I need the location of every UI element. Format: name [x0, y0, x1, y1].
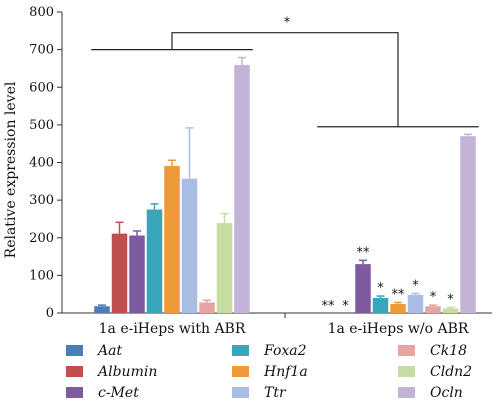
y-tick-label: 800: [29, 5, 54, 20]
bar-hnf1a: [390, 303, 406, 313]
legend-label-aat: Aat: [96, 343, 122, 359]
annotations-layer: ** **** **** **: [91, 16, 479, 314]
bar-c-met: [129, 235, 145, 313]
bar-foxa2: [146, 209, 163, 313]
bar-ttr: [407, 294, 424, 313]
x-category-label: 1a e-iHeps with ABR: [99, 321, 246, 337]
legend-label-ocln: Ocln: [430, 385, 463, 401]
significance-mark: *: [430, 290, 437, 305]
y-tick-label: 0: [46, 306, 54, 321]
legend-swatch-albumin: [66, 366, 83, 377]
significance-mark: **: [357, 245, 371, 260]
bar-ttr: [181, 178, 198, 313]
y-tick-label: 700: [29, 43, 54, 58]
legend-label-foxa2: Foxa2: [263, 343, 307, 359]
legend-swatch-foxa2: [232, 345, 249, 356]
bar-aat: [94, 306, 110, 313]
legend-swatch-hnf1a: [232, 366, 249, 377]
bar-ck18: [425, 306, 441, 313]
y-tick-label: 500: [29, 118, 54, 133]
bar-albumin: [111, 233, 128, 313]
y-tick-label: 400: [29, 156, 54, 171]
legend-swatch-aat: [66, 345, 83, 356]
significance-mark: *: [447, 292, 454, 307]
legend-swatch-cldn2: [398, 366, 415, 377]
bar-foxa2: [372, 297, 389, 313]
x-category-label: 1a e-iHeps w/o ABR: [328, 321, 469, 337]
legend-swatch-ttr: [232, 387, 249, 398]
comparison-bracket: [171, 32, 399, 127]
bar-hnf1a: [164, 165, 180, 313]
legend-label-hnf1a: Hnf1a: [263, 364, 308, 380]
axes: 0 100 200 300 400 500 600 700 800 1a e-iHeps with…: [29, 5, 492, 337]
y-tick-label: 600: [29, 80, 54, 95]
bar-ocln: [460, 136, 476, 313]
significance-mark: *: [412, 278, 419, 293]
bar-ck18: [199, 302, 215, 313]
y-tick-label: 300: [29, 193, 54, 208]
legend-label-cldn2: Cldn2: [430, 364, 472, 380]
y-tick-label: 100: [29, 268, 54, 283]
bar-cldn2: [442, 308, 459, 313]
bar-cldn2: [216, 223, 233, 313]
significance-mark: *: [377, 281, 384, 296]
legend-label-c-met: c-Met: [98, 385, 139, 401]
legend-label-ttr: Ttr: [264, 385, 287, 401]
y-tick-label: 200: [29, 231, 54, 246]
legend-label-ck18: Ck18: [430, 343, 467, 359]
significance-mark: **: [322, 299, 336, 314]
bars-layer: [94, 56, 476, 314]
comparison-significance: *: [284, 16, 291, 31]
legend-swatch-c-met: [66, 387, 83, 398]
legend: Aat Albumin c-Met Foxa2 Hnf1a Ttr Ck18 Cldn2 Ocl…: [66, 343, 472, 401]
y-axis-title: Relative expression level: [3, 81, 19, 258]
bar-c-met: [355, 264, 371, 313]
legend-swatch-ck18: [398, 345, 415, 356]
significance-mark: *: [342, 299, 349, 314]
significance-mark: **: [392, 287, 406, 302]
legend-swatch-ocln: [398, 387, 415, 398]
legend-label-albumin: Albumin: [96, 364, 157, 380]
bar-ocln: [234, 65, 250, 314]
